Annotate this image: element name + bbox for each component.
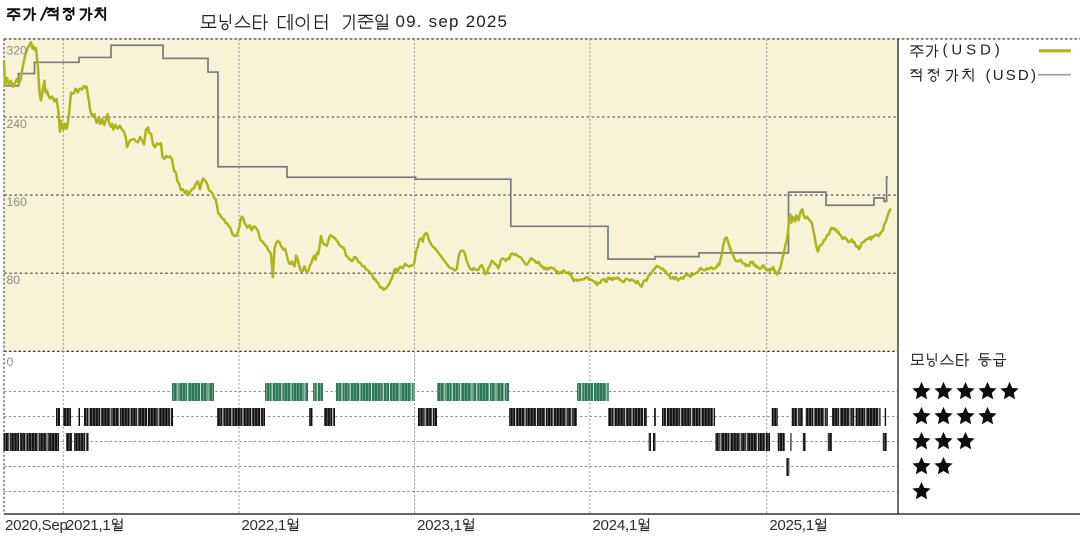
svg-text:0: 0 bbox=[7, 355, 14, 369]
svg-text:80: 80 bbox=[7, 273, 21, 287]
svg-text:2021,1: 2021,1 bbox=[66, 517, 111, 534]
svg-text:2023,1: 2023,1 bbox=[417, 517, 462, 534]
svg-text:320: 320 bbox=[7, 44, 28, 58]
svg-text:2024,1: 2024,1 bbox=[592, 517, 637, 534]
svg-text:2022,1: 2022,1 bbox=[241, 517, 286, 534]
svg-text:240: 240 bbox=[7, 117, 28, 131]
svg-text:(USD): (USD) bbox=[943, 42, 1004, 59]
svg-text:(USD): (USD) bbox=[986, 67, 1039, 84]
svg-text:09. sep 2025: 09. sep 2025 bbox=[396, 12, 509, 31]
svg-text:2020,Sep: 2020,Sep bbox=[5, 517, 68, 534]
svg-text:160: 160 bbox=[7, 195, 28, 209]
svg-text:2025,1: 2025,1 bbox=[769, 517, 814, 534]
